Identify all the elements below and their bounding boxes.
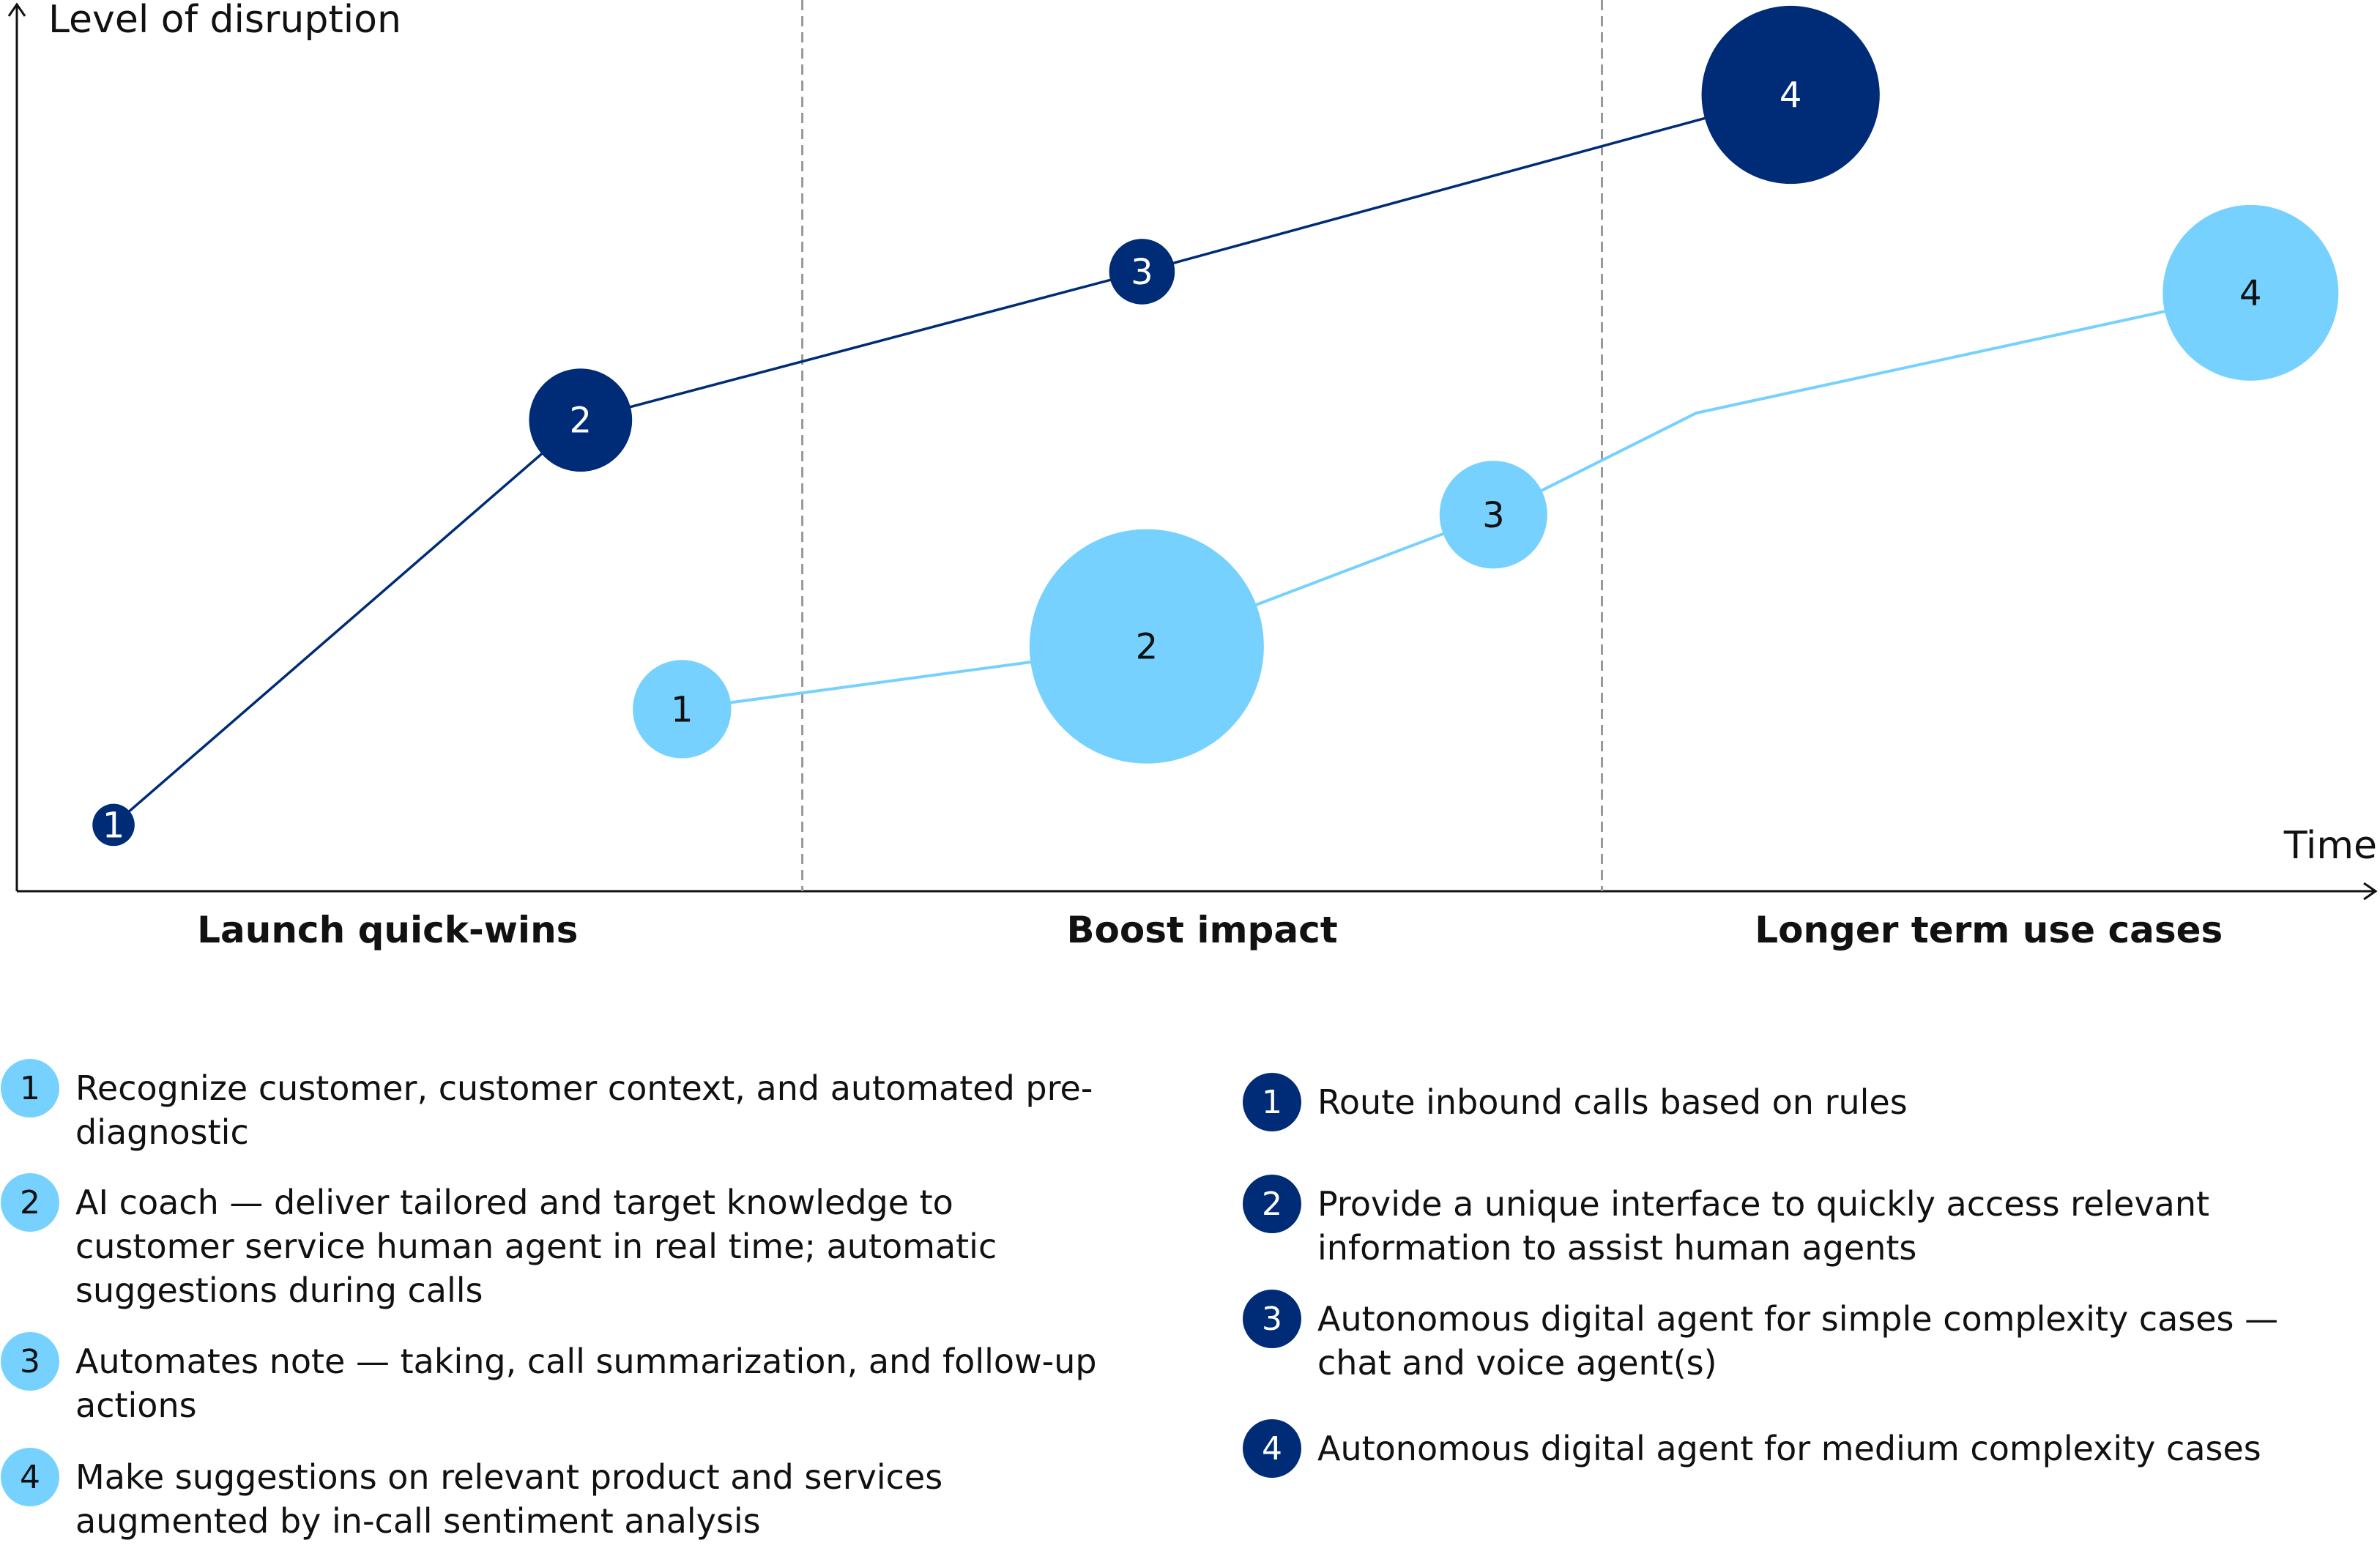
bubble-label: 1	[671, 689, 693, 730]
legend-number-badge: 4	[1, 1448, 59, 1506]
legend-number-badge: 2	[1, 1173, 59, 1232]
legend-number-badge: 1	[1, 1059, 59, 1117]
bubble	[1029, 529, 1264, 764]
legend-text: AI coach — deliver tailored and target k…	[75, 1183, 997, 1310]
legend-text: Recognize customer, customer context, an…	[75, 1068, 1093, 1152]
legend-text: Make suggestions on relevant product and…	[75, 1457, 943, 1541]
bubble	[2163, 204, 2339, 381]
bubble	[529, 368, 633, 472]
bubble-label: 3	[1482, 495, 1505, 536]
phase-label: Longer term use cases	[1755, 909, 2223, 951]
legend-text: Autonomous digital agent for medium comp…	[1317, 1429, 2261, 1468]
bubble-label: 1	[103, 805, 125, 846]
bubble-label: 3	[1131, 252, 1153, 293]
legend-item: 3 Autonomous digital agent for simple com…	[1243, 1290, 2305, 1385]
legend-item: 2 AI coach — deliver tailored and target …	[1, 1173, 1099, 1312]
bubble-label: 4	[1780, 75, 1802, 116]
legend-text: Route inbound calls based on rules	[1317, 1082, 1908, 1122]
legend-text: Provide a unique interface to quickly ac…	[1317, 1184, 2210, 1268]
legend-item: 2 Provide a unique interface to quickly a…	[1243, 1175, 2305, 1270]
legend-item: 4 Autonomous digital agent for medium com…	[1243, 1419, 2305, 1478]
x-axis-arrow-icon	[2363, 882, 2378, 901]
legend-item: 3 Automates note — taking, call summariza…	[1, 1332, 1099, 1427]
legend-item: 1 Route inbound calls based on rules	[1243, 1073, 2305, 1131]
legend-number-badge: 3	[1243, 1290, 1301, 1348]
legend-number-badge: 1	[1243, 1073, 1301, 1131]
bubble	[1701, 5, 1880, 185]
legend-number-badge: 3	[1, 1332, 59, 1391]
bubble-label: 4	[2239, 273, 2262, 314]
bubble-label: 2	[570, 401, 592, 442]
legend-text: Automates note — taking, call summarizat…	[75, 1342, 1097, 1425]
legend-item: 4 Make suggestions on relevant product an…	[1, 1448, 1099, 1543]
phase-label: Launch quick-wins	[197, 909, 578, 951]
phase-label: Boost impact	[1066, 909, 1337, 951]
x-axis-label: Time	[2283, 824, 2377, 868]
bubble	[1109, 239, 1175, 305]
y-axis-arrow-icon	[7, 2, 26, 17]
legend-item: 1 Recognize customer, customer context, a…	[1, 1059, 1099, 1154]
legend-text: Autonomous digital agent for simple comp…	[1317, 1299, 2279, 1383]
series-line	[112, 93, 1791, 826]
y-axis-label: Level of disruption	[48, 0, 401, 42]
disruption-chart: Level of disruption Time Launch quick-wi…	[7, 0, 2378, 951]
legend-number-badge: 2	[1243, 1175, 1301, 1233]
bubble	[633, 660, 732, 759]
bubble	[92, 803, 135, 847]
bubble	[1439, 461, 1547, 569]
legend-number-badge: 4	[1243, 1419, 1301, 1478]
bubble-label: 2	[1136, 627, 1159, 668]
